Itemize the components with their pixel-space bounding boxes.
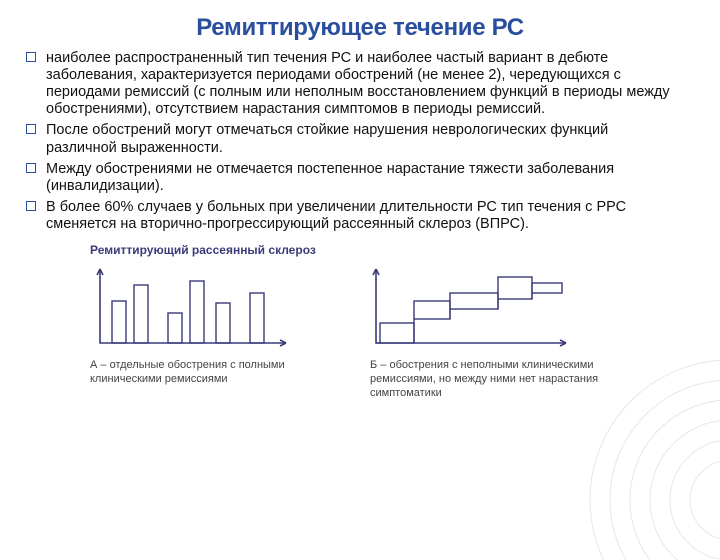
chart-b-caption: Б – обострения с неполными клиническими … xyxy=(370,359,600,400)
chart-header: Ремиттирующий рассеянный склероз xyxy=(90,243,680,257)
list-item: После обострений могут отмечаться стойки… xyxy=(46,122,678,156)
chart-panel-b: Б – обострения с неполными клиническими … xyxy=(370,263,600,400)
chart-a-caption: А – отдельные обострения с полными клини… xyxy=(90,359,320,387)
list-item: наиболее распространенный тип течения РС… xyxy=(46,50,678,118)
page-title: Ремиттирующее течение РС xyxy=(0,0,720,50)
chart-region: Ремиттирующий рассеянный склероз А – отд… xyxy=(90,243,680,400)
bullet-list: наиболее распространенный тип течения РС… xyxy=(0,50,720,233)
list-item: В более 60% случаев у больных при увелич… xyxy=(46,199,678,233)
chart-a-svg xyxy=(90,263,290,353)
list-item: Между обострениями не отмечается постепе… xyxy=(46,161,678,195)
chart-panel-a: А – отдельные обострения с полными клини… xyxy=(90,263,320,387)
chart-b-svg xyxy=(370,263,570,353)
